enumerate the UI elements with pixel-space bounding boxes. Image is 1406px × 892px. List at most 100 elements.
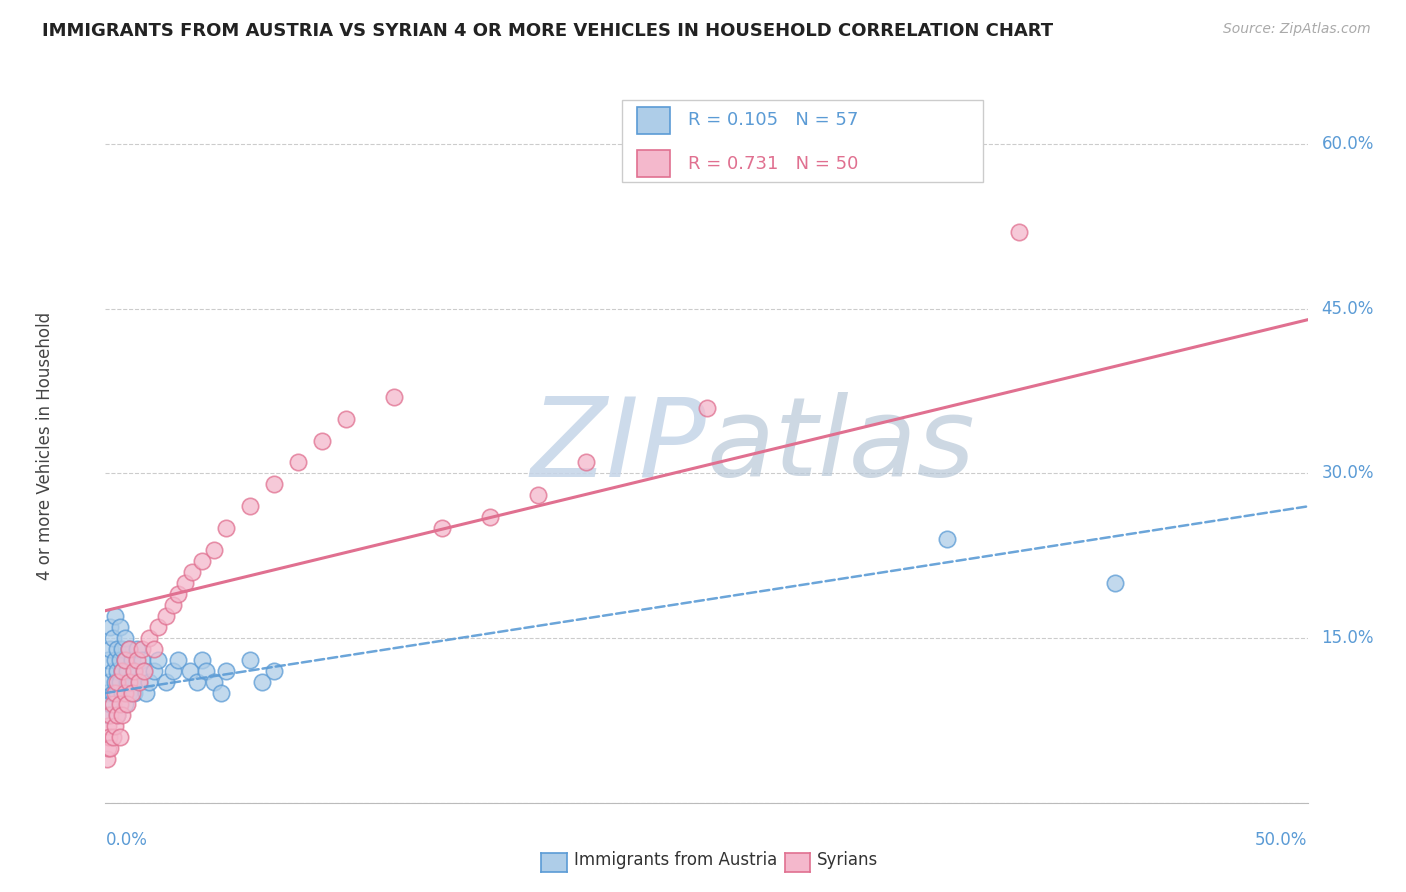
Point: [1104, 576, 1126, 591]
Point: [124, 664, 146, 678]
Point: [101, 697, 124, 711]
Point: [111, 686, 134, 700]
Text: 45.0%: 45.0%: [1322, 300, 1374, 318]
Point: [179, 664, 201, 678]
Text: 60.0%: 60.0%: [1322, 135, 1374, 153]
Point: [111, 708, 134, 723]
Point: [104, 719, 127, 733]
Point: [1008, 225, 1031, 239]
Point: [98, 730, 121, 744]
Point: [98, 708, 121, 723]
Point: [98, 620, 121, 634]
Point: [118, 642, 141, 657]
Point: [148, 653, 170, 667]
Point: [96, 752, 118, 766]
Point: [108, 697, 131, 711]
Text: ZIP: ZIP: [530, 392, 707, 500]
Point: [111, 642, 134, 657]
Point: [214, 521, 236, 535]
Point: [202, 675, 225, 690]
Point: [162, 664, 184, 678]
Point: [101, 730, 124, 744]
Point: [114, 697, 136, 711]
Point: [115, 675, 138, 690]
Text: R = 0.105   N = 57: R = 0.105 N = 57: [689, 112, 859, 129]
Point: [111, 664, 134, 678]
Point: [98, 675, 121, 690]
Point: [936, 533, 959, 547]
Point: [97, 708, 120, 723]
Point: [181, 566, 204, 580]
Text: IMMIGRANTS FROM AUSTRIA VS SYRIAN 4 OR MORE VEHICLES IN HOUSEHOLD CORRELATION CH: IMMIGRANTS FROM AUSTRIA VS SYRIAN 4 OR M…: [42, 22, 1053, 40]
Point: [173, 576, 195, 591]
FancyBboxPatch shape: [623, 100, 983, 182]
Point: [128, 675, 150, 690]
Point: [527, 488, 550, 502]
Point: [166, 587, 188, 601]
Point: [107, 708, 129, 723]
Point: [263, 664, 285, 678]
Point: [135, 686, 157, 700]
Point: [131, 653, 153, 667]
Text: 50.0%: 50.0%: [1256, 830, 1308, 848]
Point: [142, 664, 165, 678]
Point: [214, 664, 236, 678]
Text: 15.0%: 15.0%: [1322, 629, 1374, 647]
Point: [696, 401, 718, 415]
Text: 4 or more Vehicles in Household: 4 or more Vehicles in Household: [37, 312, 55, 580]
Point: [138, 631, 160, 645]
Point: [190, 554, 212, 568]
Point: [98, 740, 121, 755]
Point: [101, 631, 124, 645]
Point: [107, 675, 129, 690]
Point: [132, 664, 155, 678]
Point: [114, 653, 136, 667]
Point: [132, 664, 155, 678]
Point: [430, 521, 453, 535]
Point: [209, 686, 232, 700]
Point: [114, 653, 136, 667]
Point: [166, 653, 188, 667]
Point: [382, 390, 405, 404]
Point: [97, 653, 120, 667]
Point: [101, 664, 124, 678]
Point: [121, 653, 143, 667]
Point: [195, 664, 218, 678]
Point: [124, 664, 146, 678]
Point: [118, 642, 141, 657]
Point: [96, 686, 118, 700]
Point: [142, 642, 165, 657]
Point: [97, 740, 120, 755]
Point: [121, 675, 143, 690]
Text: atlas: atlas: [707, 392, 976, 500]
Point: [101, 686, 124, 700]
Point: [287, 455, 309, 469]
Point: [108, 620, 131, 634]
Bar: [637, 151, 671, 178]
Point: [98, 697, 121, 711]
Point: [98, 642, 121, 657]
Text: Source: ZipAtlas.com: Source: ZipAtlas.com: [1223, 22, 1371, 37]
Point: [107, 642, 129, 657]
Point: [311, 434, 333, 448]
Point: [118, 686, 141, 700]
Point: [104, 686, 127, 700]
Point: [115, 664, 138, 678]
Point: [162, 598, 184, 612]
Point: [114, 686, 136, 700]
Text: Syrians: Syrians: [817, 851, 879, 869]
Point: [107, 708, 129, 723]
Point: [125, 642, 148, 657]
Point: [186, 675, 208, 690]
Point: [108, 730, 131, 744]
Point: [104, 675, 127, 690]
Point: [155, 675, 177, 690]
Point: [239, 500, 262, 514]
Point: [124, 686, 146, 700]
Point: [111, 664, 134, 678]
Point: [107, 686, 129, 700]
Point: [121, 686, 143, 700]
Point: [125, 653, 148, 667]
Point: [118, 675, 141, 690]
Point: [190, 653, 212, 667]
